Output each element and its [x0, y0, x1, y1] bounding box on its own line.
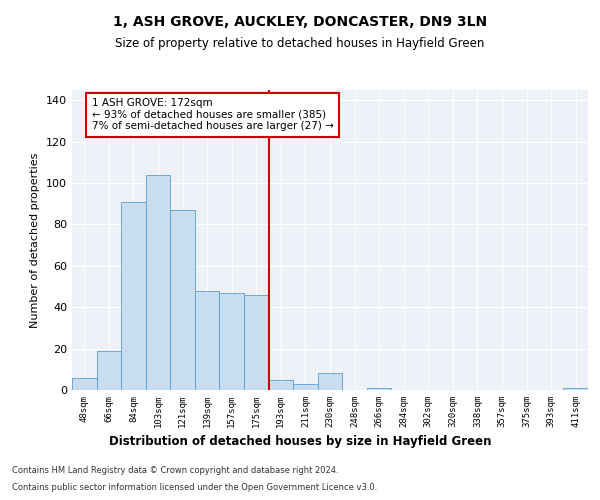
- Bar: [97, 350, 121, 390]
- Text: 1, ASH GROVE, AUCKLEY, DONCASTER, DN9 3LN: 1, ASH GROVE, AUCKLEY, DONCASTER, DN9 3L…: [113, 15, 487, 29]
- Bar: [170, 210, 195, 390]
- Bar: [269, 380, 293, 390]
- Bar: [367, 388, 391, 390]
- Bar: [121, 202, 146, 390]
- Bar: [244, 295, 269, 390]
- Bar: [220, 293, 244, 390]
- Bar: [318, 374, 342, 390]
- Bar: [563, 388, 588, 390]
- Bar: [72, 378, 97, 390]
- Text: Contains public sector information licensed under the Open Government Licence v3: Contains public sector information licen…: [12, 484, 377, 492]
- Text: Contains HM Land Registry data © Crown copyright and database right 2024.: Contains HM Land Registry data © Crown c…: [12, 466, 338, 475]
- Text: 1 ASH GROVE: 172sqm
← 93% of detached houses are smaller (385)
7% of semi-detach: 1 ASH GROVE: 172sqm ← 93% of detached ho…: [92, 98, 334, 132]
- Y-axis label: Number of detached properties: Number of detached properties: [31, 152, 40, 328]
- Text: Distribution of detached houses by size in Hayfield Green: Distribution of detached houses by size …: [109, 435, 491, 448]
- Text: Size of property relative to detached houses in Hayfield Green: Size of property relative to detached ho…: [115, 38, 485, 51]
- Bar: [293, 384, 318, 390]
- Bar: [195, 290, 220, 390]
- Bar: [146, 175, 170, 390]
